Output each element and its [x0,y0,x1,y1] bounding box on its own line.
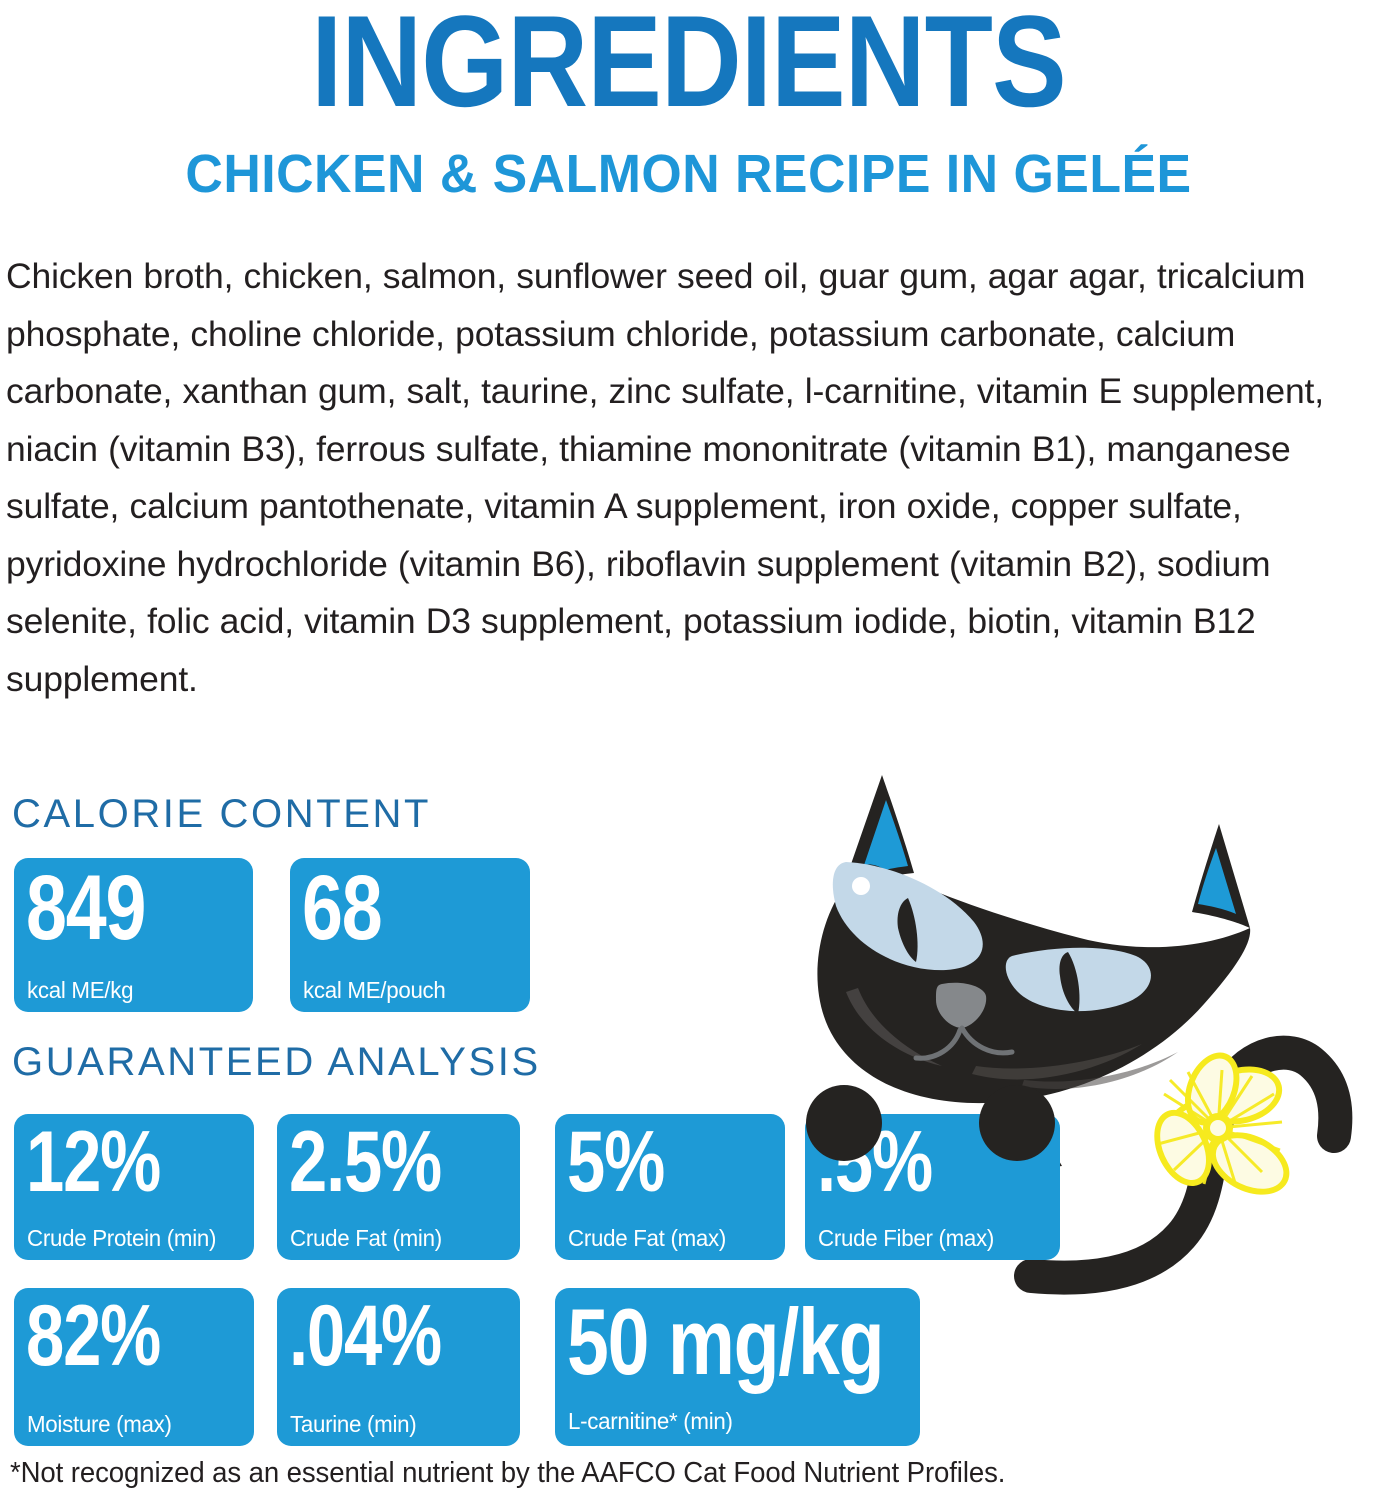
cat-left-eye-glint-icon [852,877,870,895]
analysis-badge-value: .04% [289,1288,442,1384]
analysis-badge-value: 82% [26,1288,161,1384]
calorie-badge-kcal-pouch: 68 kcal ME/pouch [290,858,530,1012]
analysis-badge-value: 2.5% [289,1114,442,1210]
analysis-badge-label: Crude Fat (max) [568,1225,727,1251]
calorie-badge-label: kcal ME/pouch [303,977,446,1003]
analysis-badge-taurine-min: .04% Taurine (min) [277,1288,520,1446]
analysis-badge-value: .5% [817,1114,933,1210]
cat-nose-icon [936,982,987,1028]
cat-left-eye-icon [832,862,983,971]
calorie-badge-label: kcal ME/kg [27,977,134,1003]
guaranteed-analysis-heading: GUARANTEED ANALYSIS [12,1040,541,1084]
page-subtitle: CHICKEN & SALMON RECIPE IN GELÉE [185,144,1192,204]
analysis-badge-crude-fat-max: 5% Crude Fat (max) [555,1114,785,1260]
page-title: INGREDIENTS [311,0,1066,134]
analysis-badge-label: Moisture (max) [27,1411,172,1437]
analysis-badge-moisture-max: 82% Moisture (max) [14,1288,254,1446]
cat-left-ear-icon [842,775,914,890]
analysis-badge-value: 12% [26,1114,161,1210]
analysis-badge-crude-fat-min: 2.5% Crude Fat (min) [277,1114,520,1260]
cat-right-ear-icon [1192,824,1250,928]
cat-mouth-icon [913,1025,1015,1061]
calorie-badge-kcal-kg: 849 kcal ME/kg [14,858,253,1012]
analysis-badge-crude-protein: 12% Crude Protein (min) [14,1114,254,1260]
ingredients-paragraph: Chicken broth, chicken, salmon, sunflowe… [6,256,1324,699]
analysis-badge-label: Crude Fiber (max) [818,1225,995,1251]
calorie-content-heading: CALORIE CONTENT [12,792,432,836]
analysis-badge-label: L-carnitine* (min) [568,1408,733,1434]
analysis-badge-label: Crude Fat (min) [290,1225,442,1251]
analysis-badge-value: 50 mg/kg [567,1289,885,1394]
analysis-badge-l-carnitine-min: 50 mg/kg L-carnitine* (min) [555,1288,920,1446]
calorie-badge-value: 68 [302,858,383,959]
cat-head-icon [817,864,1251,1104]
cat-right-eye-icon [1005,947,1151,1014]
analysis-badge-label: Crude Protein (min) [27,1225,217,1251]
hibiscus-flower-icon [1154,1052,1290,1195]
analysis-badge-value: 5% [567,1114,665,1210]
analysis-badge-label: Taurine (min) [290,1411,417,1437]
calorie-badge-value: 849 [26,858,146,959]
cat-tail-icon [1014,1035,1353,1295]
analysis-badge-crude-fiber-max: .5% Crude Fiber (max) [805,1114,1060,1260]
aafco-footnote: *Not recognized as an essential nutrient… [10,1457,1006,1489]
